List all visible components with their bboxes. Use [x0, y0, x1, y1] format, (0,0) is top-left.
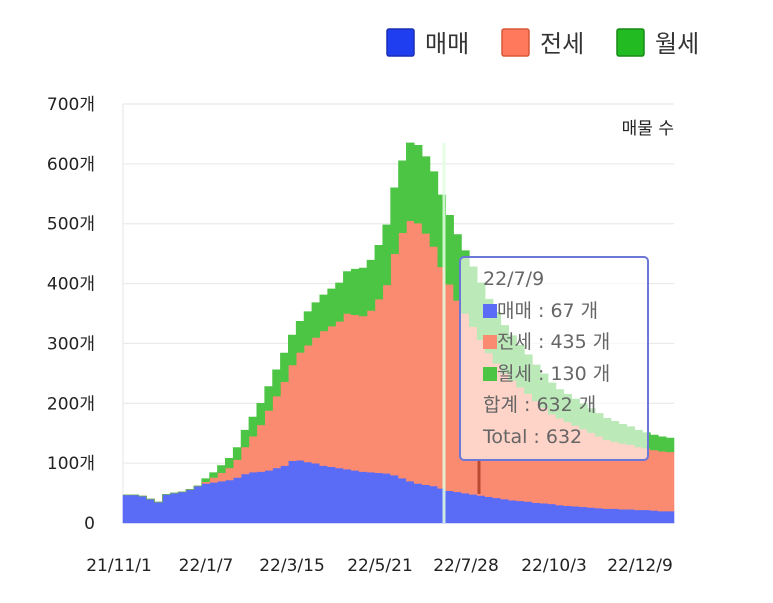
x-tick-label-2: 22/3/15: [259, 556, 325, 576]
tooltip-date: 22/7/9: [483, 268, 545, 290]
x-tick-label-0: 21/11/1: [86, 556, 152, 576]
y-tick-label-700: 700개: [47, 95, 95, 115]
y-tick-label-500: 500개: [47, 215, 95, 235]
y-tick-label-200: 200개: [47, 394, 95, 414]
y-tick-label-400: 400개: [47, 275, 95, 295]
tooltip: 22/7/9 매매 : 67 개 전세 : 435 개 월세 : 130 개 합…: [459, 256, 649, 461]
tooltip-text-wolse: 월세 : 130 개: [497, 362, 611, 385]
tooltip-row-wolse: 월세 : 130 개: [483, 359, 647, 391]
x-tick-label-6: 22/12/9: [607, 556, 673, 576]
y-tick-label-600: 600개: [47, 155, 95, 175]
corner-label: 매물 수: [622, 119, 674, 139]
legend-item-wolse[interactable]: 월세: [616, 28, 699, 58]
legend-item-maemae[interactable]: 매매: [386, 28, 469, 58]
legend-swatch-maemae: [386, 28, 415, 57]
x-tick-label-4: 22/7/28: [433, 556, 499, 576]
tooltip-text-maemae: 매매 : 67 개: [497, 299, 599, 322]
legend-item-jeonse[interactable]: 전세: [501, 28, 584, 58]
x-tick-label-5: 22/10/3: [521, 556, 587, 576]
legend-label-maemae: 매매: [425, 30, 469, 58]
x-tick-label-3: 22/5/21: [347, 556, 413, 576]
y-tick-label-0: 0: [84, 514, 95, 534]
tooltip-swatch-jeonse: [483, 335, 497, 349]
legend: 매매 전세 월세: [386, 28, 699, 58]
legend-label-wolse: 월세: [655, 30, 699, 58]
legend-label-jeonse: 전세: [540, 30, 584, 58]
tooltip-sum: 합계 : 632 개: [483, 394, 597, 416]
tooltip-swatch-wolse: [483, 366, 497, 381]
legend-swatch-wolse: [616, 28, 645, 57]
y-tick-label-300: 300개: [47, 334, 95, 354]
tooltip-row-jeonse: 전세 : 435 개: [483, 327, 647, 359]
tooltip-total: Total : 632: [483, 425, 583, 448]
tooltip-row-maemae: 매매 : 67 개: [483, 296, 647, 328]
y-tick-label-100: 100개: [47, 454, 95, 474]
axes: 0 100개 200개 300개 400개 500개 600개 700개 21/11/1 22/1…: [47, 95, 673, 576]
tooltip-swatch-maemae: [483, 303, 497, 318]
x-tick-label-1: 22/1/7: [179, 556, 234, 576]
legend-swatch-jeonse: [501, 28, 530, 57]
area-series-2: [123, 142, 675, 503]
hover-markers: [442, 143, 481, 523]
tooltip-text-jeonse: 전세 : 435 개: [497, 331, 611, 353]
